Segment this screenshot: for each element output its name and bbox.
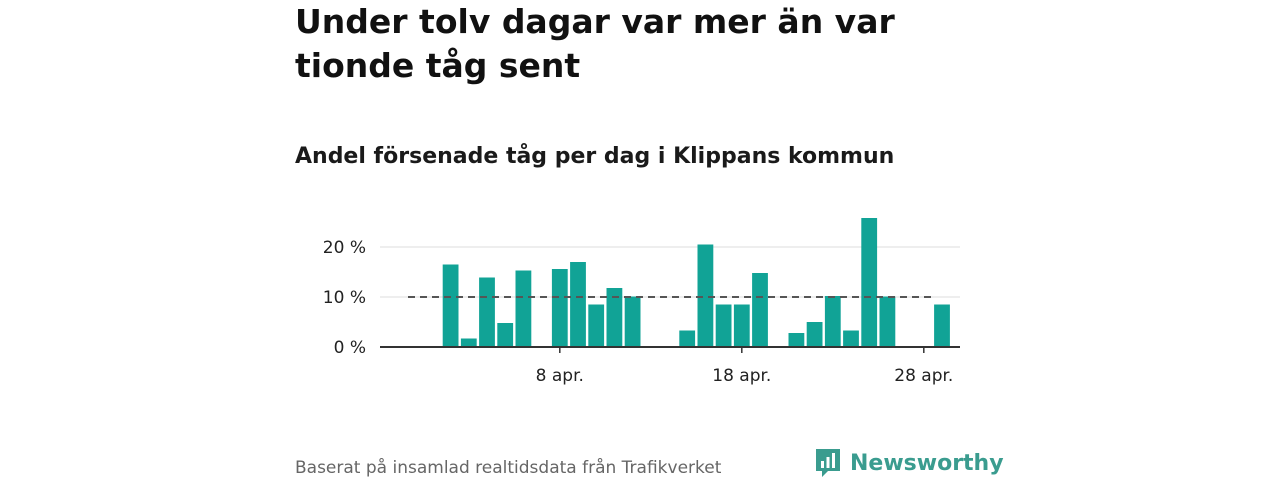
bar-29-apr (934, 304, 950, 347)
x-tick-label: 28 apr. (894, 366, 953, 386)
bar-22-apr (806, 322, 823, 347)
bar-18-apr (733, 304, 750, 347)
bar-chart-speech-icon (816, 449, 840, 477)
bar-16-apr (697, 244, 714, 347)
y-tick-label: 10 % (323, 288, 366, 308)
bar-8-apr (551, 269, 568, 347)
bar-21-apr (788, 333, 805, 347)
x-tick-label: 18 apr. (712, 366, 771, 386)
bar-15-apr (679, 330, 696, 347)
chart-subtitle: Andel försenade tåg per dag i Klippans k… (295, 144, 895, 169)
y-tick-label: 20 % (323, 238, 366, 258)
bar-11-apr (606, 288, 623, 347)
bar-10-apr (588, 304, 605, 347)
bar-6-apr (515, 270, 532, 347)
bar-17-apr (715, 304, 732, 347)
source-note: Baserat på insamlad realtidsdata från Tr… (295, 458, 722, 478)
bar-layer (442, 218, 950, 347)
x-tick-label: 8 apr. (536, 366, 584, 386)
bar-2-apr (442, 264, 459, 347)
bar-26-apr (879, 296, 896, 347)
chart-title: Under tolv dagar var mer än var tionde t… (295, 2, 895, 85)
brand-logo[interactable]: Newsworthy (814, 447, 1004, 479)
bar-12-apr (624, 296, 641, 347)
bar-9-apr (570, 262, 586, 347)
bar-23-apr (824, 296, 841, 347)
bar-24-apr (843, 330, 859, 347)
bar-3-apr (460, 338, 477, 347)
bar-4-apr (479, 277, 495, 347)
bar-5-apr (497, 323, 514, 347)
bar-chart: 0 % 10 % 20 % 8 apr. 18 apr. 28 apr. (323, 218, 960, 386)
bar-25-apr (861, 218, 878, 347)
y-tick-label: 0 % (334, 338, 366, 358)
axis-layer: 0 % 10 % 20 % 8 apr. 18 apr. 28 apr. (323, 238, 960, 386)
bar-19-apr (752, 273, 768, 347)
brand-name: Newsworthy (850, 450, 1004, 476)
